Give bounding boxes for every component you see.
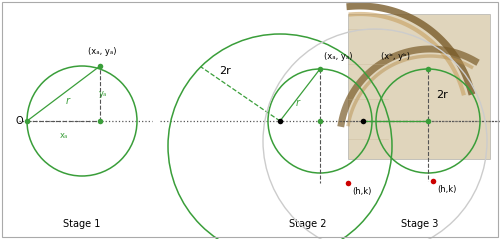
Text: Stage 2: Stage 2 xyxy=(289,219,327,229)
Text: Stage 1: Stage 1 xyxy=(64,219,100,229)
Text: (xₐ, yₐ): (xₐ, yₐ) xyxy=(324,52,352,61)
Text: 2r: 2r xyxy=(436,90,448,100)
Text: r: r xyxy=(296,98,300,108)
Text: O: O xyxy=(16,116,23,126)
Text: (xₐ, yₐ): (xₐ, yₐ) xyxy=(88,47,116,56)
Bar xyxy=(348,14,490,159)
Text: (xᵇ, yᵇ): (xᵇ, yᵇ) xyxy=(381,52,410,61)
Text: Stage 3: Stage 3 xyxy=(402,219,438,229)
Text: yₐ: yₐ xyxy=(99,89,108,98)
Text: xₐ: xₐ xyxy=(60,131,68,140)
Text: r: r xyxy=(66,96,70,106)
Text: (h,k): (h,k) xyxy=(352,187,372,196)
Text: (h,k): (h,k) xyxy=(437,185,456,194)
Text: 2r: 2r xyxy=(219,66,231,76)
